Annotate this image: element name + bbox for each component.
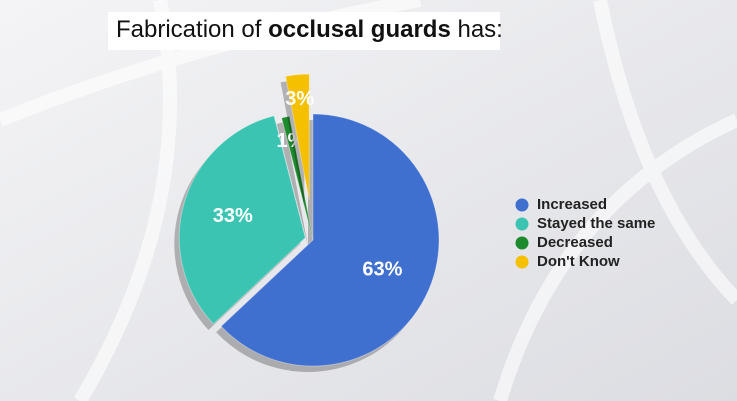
legend-label: Decreased [537, 234, 613, 251]
slice-shadow [276, 122, 308, 246]
pie-slice [281, 115, 314, 241]
legend-marker [515, 198, 529, 212]
title-box [108, 12, 500, 50]
pie-slice [285, 73, 310, 201]
data-label: 3% [285, 88, 314, 110]
title-part: Fabrication of [116, 16, 268, 43]
legend: Increased Stayed the same Decreased Don't K… [515, 196, 655, 270]
data-label: 33% [213, 205, 253, 227]
pie-slice [220, 113, 440, 367]
legend-label: Stayed the same [537, 215, 655, 232]
title-part: occlusal guards [268, 16, 451, 43]
legend-label: Increased [537, 196, 607, 213]
data-label: 63% [362, 258, 402, 280]
legend-label: Don't Know [537, 253, 620, 270]
legend-marker [515, 236, 529, 250]
pie: 63%33%1%3% [174, 73, 440, 372]
title-part: has: [451, 16, 503, 43]
pie-slice [178, 115, 306, 325]
legend-marker [515, 217, 529, 231]
legend-marker [515, 255, 529, 269]
chart-title: Fabrication of occlusal guards has: [116, 16, 503, 43]
